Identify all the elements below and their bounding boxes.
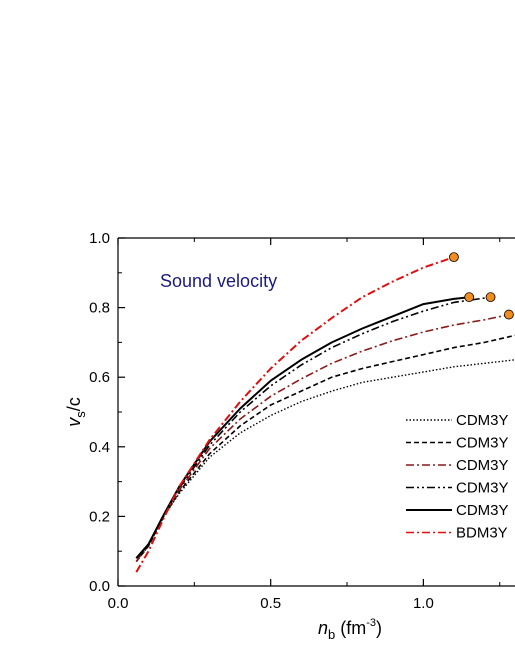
end-marker-3	[503, 309, 514, 320]
series-line-3	[135, 313, 510, 563]
x-tick-label: 1.0	[413, 595, 434, 612]
x-tick-label: 0.5	[260, 595, 281, 612]
y-tick-label: 0.8	[89, 300, 110, 317]
end-marker-5	[464, 292, 475, 303]
x-axis-title: nb (fm-3)	[318, 617, 382, 642]
axis-ticks	[117, 237, 501, 587]
x-axis-title-main: n	[318, 618, 328, 638]
x-axis-title-unit: (fm	[335, 618, 366, 638]
annotation-text: Sound velocity	[160, 271, 277, 291]
series-layer	[135, 256, 515, 573]
legend-label-6: BDM3Y	[456, 525, 508, 542]
y-tick-label: 0.4	[89, 439, 110, 456]
series-line-1	[135, 359, 515, 563]
y-tick-label: 0.2	[89, 508, 110, 525]
x-tick-label: 0.0	[108, 595, 129, 612]
end-marker-4	[485, 292, 496, 303]
legend: CDM3Y CDM3Y CDM3Y CDM3Y CDM3Y BDM3Y	[406, 412, 509, 542]
end-markers	[449, 252, 514, 320]
y-axis-title-sub: s	[73, 411, 88, 418]
x-axis-title-sup: -3	[366, 617, 376, 629]
legend-label-4: CDM3Y	[456, 480, 509, 497]
y-axis-title: vs/c	[64, 397, 88, 427]
legend-label-3: CDM3Y	[456, 457, 509, 474]
legend-label-1: CDM3Y	[456, 412, 509, 429]
x-axis-title-close: )	[376, 618, 382, 638]
series-line-5	[135, 296, 470, 559]
y-tick-label: 0.0	[89, 578, 110, 595]
legend-label-5: CDM3Y	[456, 502, 509, 519]
end-marker-6	[449, 252, 459, 263]
y-axis-title-main: v	[64, 417, 84, 427]
tick-labels: 0.0 0.5 1.0 0.0 0.2 0.4 0.6 0.8 1.0	[89, 230, 434, 612]
y-axis-title-rest: /c	[64, 397, 84, 411]
series-line-2	[135, 334, 515, 563]
y-tick-label: 0.6	[89, 369, 110, 386]
series-line-6	[135, 256, 455, 573]
x-axis-title-sub: b	[328, 627, 335, 642]
legend-label-2: CDM3Y	[456, 435, 509, 452]
y-tick-label: 1.0	[89, 230, 110, 247]
series-line-4	[135, 296, 491, 559]
